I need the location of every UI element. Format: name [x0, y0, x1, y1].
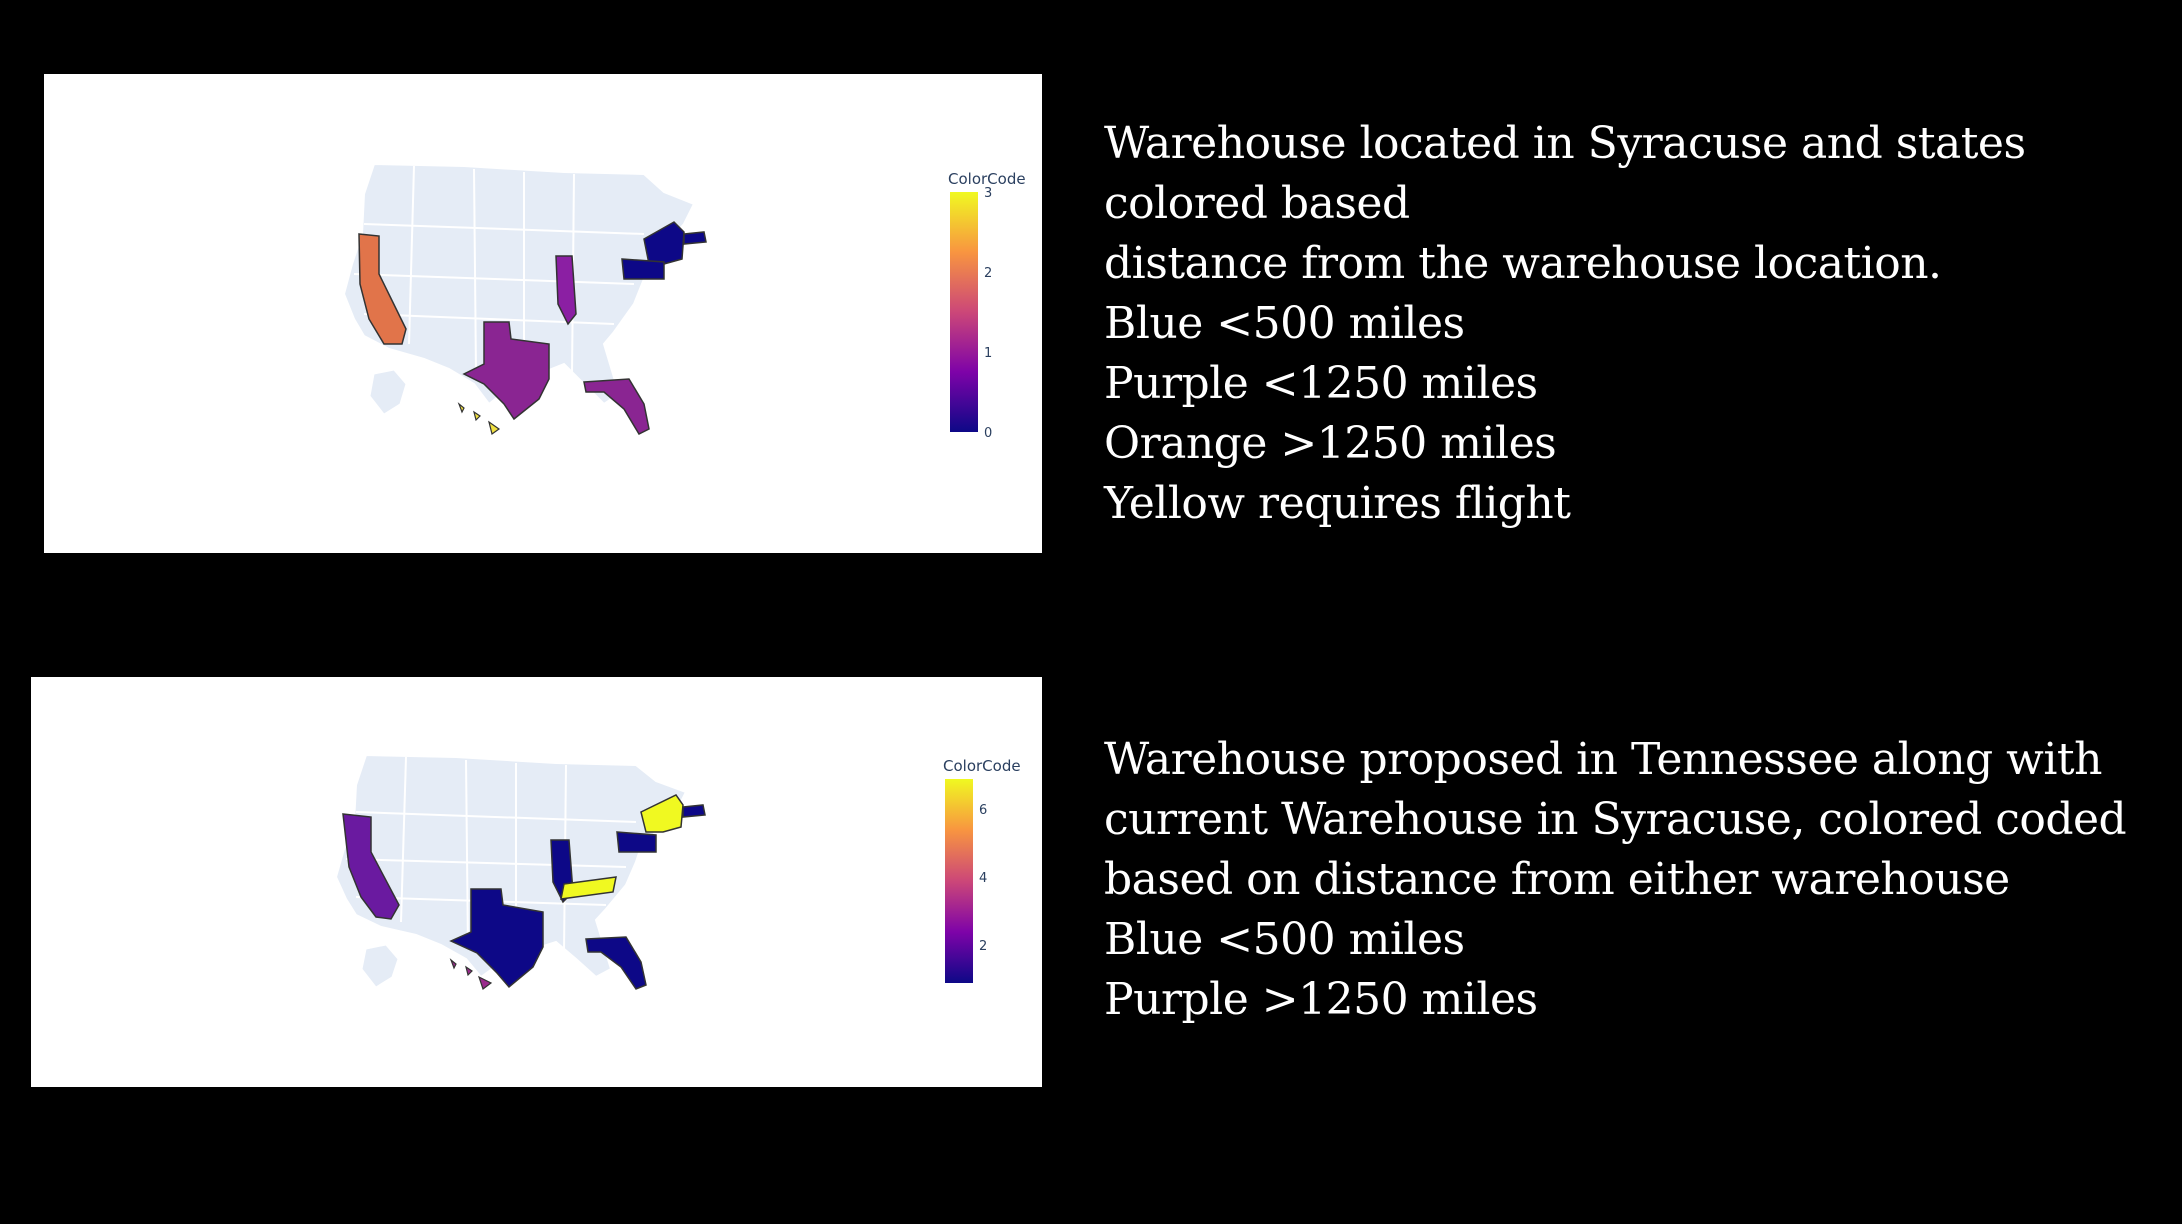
description-line: colored based — [1104, 178, 1410, 229]
description-line: current Warehouse in Syracuse, colored c… — [1104, 794, 2127, 845]
state-tx — [462, 321, 550, 421]
colorbar-tick: 2 — [979, 939, 988, 954]
state-pa — [621, 258, 665, 280]
description-line: Orange >1250 miles — [1104, 418, 1557, 469]
state-ca — [358, 233, 407, 345]
colorbar-title: ColorCode — [943, 757, 1021, 775]
map-panel-2: ColorCode 6 4 2 — [31, 677, 1042, 1087]
colorbar-gradient — [950, 192, 978, 432]
colorbar-tick: 3 — [984, 186, 993, 201]
us-base-shape — [334, 753, 688, 979]
colorbar-gradient — [945, 779, 973, 983]
us-choropleth-map-1[interactable] — [44, 74, 1042, 553]
colorbar-tick: 6 — [979, 803, 988, 818]
description-line: Purple >1250 miles — [1104, 974, 1538, 1025]
state-ma — [682, 804, 706, 818]
us-base-shape — [342, 162, 696, 406]
state-hi — [449, 958, 493, 990]
colorbar-tick: 0 — [984, 426, 993, 441]
description-line: Purple <1250 miles — [1104, 358, 1538, 409]
state-fl — [583, 378, 650, 435]
alaska-shape — [369, 369, 407, 415]
state-fl — [585, 936, 647, 990]
state-hi — [457, 402, 501, 436]
description-2: Warehouse proposed in Tennessee along wi… — [1104, 730, 2174, 1030]
alaska-shape — [361, 944, 399, 988]
description-line: Warehouse located in Syracuse and states — [1104, 118, 2026, 169]
state-ma — [683, 231, 707, 245]
description-line: Yellow requires flight — [1104, 478, 1571, 529]
state-pa — [616, 831, 657, 853]
description-line: based on distance from either warehouse — [1104, 854, 2010, 905]
description-1: Warehouse located in Syracuse and states… — [1104, 114, 2164, 534]
state-ca — [342, 813, 400, 920]
state-tx — [449, 888, 544, 989]
colorbar-title: ColorCode — [948, 170, 1026, 188]
us-choropleth-map-2[interactable] — [31, 677, 1042, 1087]
description-line: Blue <500 miles — [1104, 298, 1465, 349]
state-borders — [353, 165, 645, 375]
state-il — [555, 255, 577, 326]
colorbar-tick: 2 — [984, 266, 993, 281]
description-line: Blue <500 miles — [1104, 914, 1465, 965]
description-line: Warehouse proposed in Tennessee along wi… — [1104, 734, 2102, 785]
description-line: distance from the warehouse location. — [1104, 238, 1942, 289]
state-tn — [560, 876, 617, 900]
map-panel-1: ColorCode 3 2 1 0 — [44, 74, 1042, 553]
state-ny — [640, 794, 684, 833]
colorbar-tick: 4 — [979, 871, 988, 886]
colorbar-tick: 1 — [984, 346, 993, 361]
